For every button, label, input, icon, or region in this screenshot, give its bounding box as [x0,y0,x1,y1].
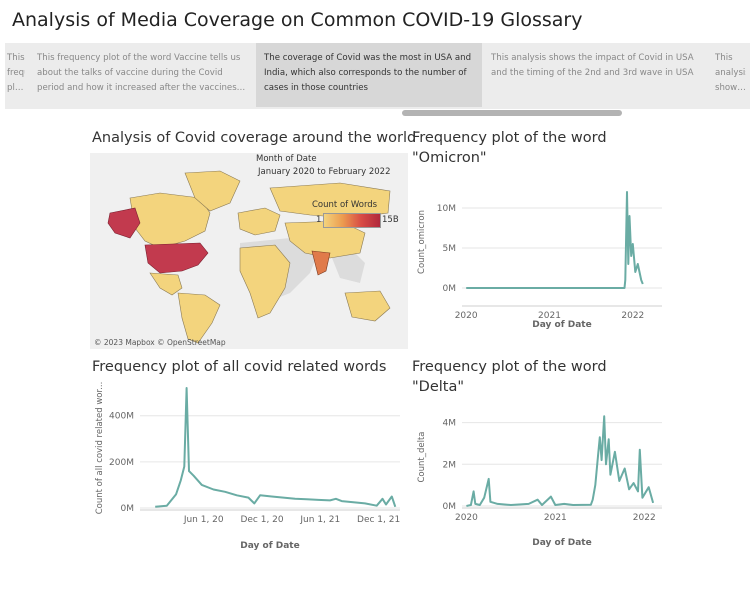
x-tick-label: 2020 [455,513,478,523]
delta-title-line1: Frequency plot of the word [412,359,607,375]
x-tick-label: 2020 [455,311,478,321]
story-point-text: This analysis shows the impact of Covid … [491,53,694,78]
story-point-text: The coverage of Covid was the most in US… [264,53,472,93]
map-filter-value[interactable]: January 2020 to February 2022 [258,167,391,177]
world-map[interactable]: Month of Date January 2020 to February 2… [90,153,408,349]
y-axis-label: Count of all covid related wor... [95,382,105,515]
delta-title: Frequency plot of the word "Delta" [412,357,607,397]
all-words-title: Frequency plot of all covid related word… [92,357,386,377]
map-title: Analysis of Covid coverage around the wo… [92,130,417,146]
delta-chart[interactable]: 0M 2M 4M 2020 2021 2022 Day of Date Count_delta [412,400,670,555]
story-point-5[interactable]: This analysis shows s sh... [711,43,750,107]
x-axis-label: Day of Date [240,541,299,551]
omicron-title-line2: "Omicron" [412,150,487,166]
story-point-text: This frequency plot of the word Vaccine … [37,53,241,93]
series-line [155,387,397,508]
y-tick-label: 0M [121,504,135,514]
land-australia [344,290,391,322]
y-tick-label: 10M [437,204,456,214]
land-south-america [177,292,221,344]
legend-min: 1 [316,215,322,225]
land-usa [144,242,209,274]
story-point-text: This frequency plot of the word Vaccine … [7,53,25,93]
x-axis-label: Day of Date [532,538,591,548]
all-words-chart[interactable]: 0M 200M 400M Jun 1, 20 Dec 1, 20 Jun 1, 21 Dec… [90,380,408,552]
all-words-title-line1: Frequency plot of all covid related word… [92,359,387,375]
x-tick-label: Dec 1, 21 [357,515,400,525]
land-india [311,250,331,276]
y-axis-label: Count_delta [417,431,427,482]
x-tick-label: 2021 [538,311,561,321]
story-point-2[interactable]: This frequency plot of the word Vaccine … [29,43,255,107]
land-alaska [107,207,141,239]
omicron-title: Frequency plot of the word "Omicron" [412,128,607,168]
map-filter-label: Month of Date [256,154,317,164]
series-line [466,191,644,289]
land-africa [239,244,291,319]
y-tick-label: 400M [109,412,134,422]
y-tick-label: 4M [443,419,457,429]
story-point-text: This analysis shows s sh... [715,53,746,93]
land-europe [237,207,281,236]
y-axis-label: Count_omicron [417,210,427,274]
omicron-title-line1: Frequency plot of the word [412,130,607,146]
y-tick-label: 2M [443,460,457,470]
x-axis-label: Day of Date [532,320,591,330]
story-point-3-active[interactable]: The coverage of Covid was the most in US… [256,43,482,107]
story-point-4[interactable]: This analysis shows the impact of Covid … [483,43,709,107]
dashboard-title: Analysis of Media Coverage on Common COV… [12,9,583,31]
y-tick-label: 0M [443,502,457,512]
legend-title: Count of Words [312,200,378,210]
y-tick-label: 5M [443,244,457,254]
delta-title-line2: "Delta" [412,379,465,395]
legend-color-scale [323,213,381,228]
x-tick-label: Dec 1, 20 [240,515,283,525]
legend-max: 15B [382,215,399,225]
story-scrollbar[interactable] [402,110,622,116]
y-tick-label: 200M [109,458,134,468]
land-greenland [184,170,241,212]
x-tick-label: Jun 1, 20 [183,515,224,525]
map-svg [107,170,391,344]
x-tick-label: 2021 [544,513,567,523]
x-tick-label: 2022 [621,311,644,321]
series-line [466,415,655,507]
story-point-1[interactable]: This frequency plot of the word Vaccine … [5,43,27,107]
omicron-chart[interactable]: 0M 5M 10M 2020 2021 2022 Day of Date Count_omic… [412,172,670,344]
land-canada [129,192,211,249]
x-tick-label: Jun 1, 21 [299,515,340,525]
x-tick-label: 2022 [633,513,656,523]
y-tick-label: 0M [443,284,457,294]
map-credit: © 2023 Mapbox © OpenStreetMap [94,338,226,347]
land-mexico [149,272,183,296]
story-navigator: This frequency plot of the word Vaccine … [5,43,750,109]
